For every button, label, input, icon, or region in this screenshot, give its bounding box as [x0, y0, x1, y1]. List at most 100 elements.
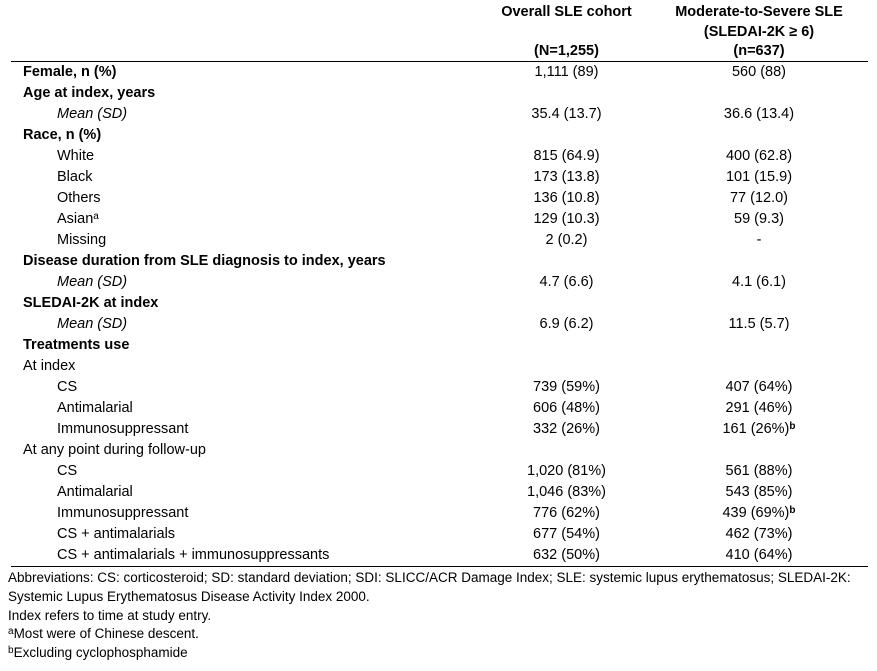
table-row: CS + antimalarials + immunosuppressants 6… — [11, 545, 868, 566]
moderate-severe-value: 462 (73%) — [725, 526, 793, 542]
superscript-footnote-marker: a — [93, 211, 99, 222]
moderate-severe-value — [664, 335, 854, 356]
moderate-severe-value — [664, 293, 854, 314]
row-label: SLEDAI-2K at index — [23, 295, 159, 311]
column-header-moderate-severe-title: Moderate-to-Severe SLE — [675, 4, 843, 20]
row-label: Immunosuppressant — [57, 505, 189, 521]
table-row: CS 1,020 (81%) 561 (88%) — [11, 461, 868, 482]
overall-cohort-value: 35.4 (13.7) — [531, 106, 602, 122]
superscript-footnote-marker: a — [8, 626, 14, 638]
table-row: Black 173 (13.8) 101 (15.9) — [11, 167, 868, 188]
row-label: Antimalarial — [57, 484, 133, 500]
moderate-severe-value: 101 (15.9) — [725, 169, 793, 185]
table-row: Asiana 129 (10.3) 59 (9.3) — [11, 209, 868, 230]
column-header-moderate-severe-n: (n=637) — [733, 43, 785, 59]
moderate-severe-value: 410 (64%) — [725, 547, 793, 563]
overall-cohort-value: 6.9 (6.2) — [539, 316, 594, 332]
table-row: Immunosuppressant 776 (62%) 439 (69%)b — [11, 503, 868, 524]
moderate-severe-value: 59 (9.3) — [734, 211, 784, 227]
overall-cohort-value — [469, 251, 664, 272]
overall-cohort-value: 606 (48%) — [533, 400, 600, 416]
table-row: CS + antimalarials 677 (54%) 462 (73%) — [11, 524, 868, 545]
row-label: Missing — [57, 232, 107, 248]
row-label: Female, n (%) — [23, 64, 117, 80]
row-label: Age at index, years — [23, 85, 156, 101]
moderate-severe-value: 77 (12.0) — [729, 190, 789, 206]
table-row: Age at index, years — [11, 83, 868, 104]
overall-cohort-value: 136 (10.8) — [533, 190, 600, 206]
footnote-line: Index refers to time at study entry. — [8, 607, 212, 623]
moderate-severe-value: 36.6 (13.4) — [723, 106, 795, 122]
moderate-severe-value: 407 (64%) — [725, 379, 793, 395]
row-label: Treatments use — [23, 337, 130, 353]
moderate-severe-value — [664, 125, 854, 146]
table-row: At any point during follow-up — [11, 440, 868, 461]
moderate-severe-value — [664, 356, 854, 377]
row-label: CS — [57, 463, 78, 479]
table-row: Immunosuppressant 332 (26%) 161 (26%)b — [11, 419, 868, 440]
row-label: Disease duration from SLE diagnosis to i… — [23, 253, 386, 269]
row-label: At index — [23, 358, 76, 374]
superscript-footnote-marker: b — [789, 505, 796, 516]
overall-cohort-value: 632 (50%) — [533, 547, 600, 563]
moderate-severe-value: 400 (62.8) — [725, 148, 793, 164]
header-label-spacer — [11, 0, 469, 61]
moderate-severe-value: - — [756, 232, 762, 248]
moderate-severe-value: 561 (88%) — [725, 463, 793, 479]
footnote-line: Systemic Lupus Erythematosus Disease Act… — [8, 588, 370, 604]
table-row: CS 739 (59%) 407 (64%) — [11, 377, 868, 398]
row-label: CS + antimalarials + immunosuppressants — [57, 547, 330, 563]
moderate-severe-value — [664, 83, 854, 104]
overall-cohort-value — [469, 335, 664, 356]
table-row: Female, n (%) 1,111 (89) 560 (88) — [11, 62, 868, 83]
row-label: White — [57, 148, 95, 164]
row-label: Asiana — [57, 211, 99, 227]
moderate-severe-value: 439 (69%)b — [722, 505, 796, 521]
row-label: CS + antimalarials — [57, 526, 176, 542]
moderate-severe-value — [664, 440, 854, 461]
table-row: Race, n (%) — [11, 125, 868, 146]
table-row: Treatments use — [11, 335, 868, 356]
overall-cohort-value: 1,111 (89) — [534, 64, 599, 80]
row-label: Others — [57, 190, 101, 206]
row-label: Mean (SD) — [57, 274, 128, 290]
table-body: Female, n (%) 1,111 (89) 560 (88) Age at in… — [11, 62, 868, 567]
overall-cohort-value: 2 (0.2) — [545, 232, 588, 248]
overall-cohort-value: 332 (26%) — [533, 421, 600, 437]
overall-cohort-value — [469, 356, 664, 377]
table-row: Missing 2 (0.2) - — [11, 230, 868, 251]
table-row: At index — [11, 356, 868, 377]
column-header-moderate-severe: Moderate-to-Severe SLE (SLEDAI-2K ≥ 6) (… — [664, 0, 854, 61]
row-label: At any point during follow-up — [23, 442, 206, 458]
overall-cohort-value — [469, 440, 664, 461]
overall-cohort-value: 173 (13.8) — [533, 169, 600, 185]
moderate-severe-value: 291 (46%) — [725, 400, 793, 416]
overall-cohort-value: 4.7 (6.6) — [539, 274, 594, 290]
table-header-row: Overall SLE cohort (N=1,255) Moderate-to… — [11, 0, 868, 62]
overall-cohort-value — [469, 125, 664, 146]
table-footnotes: Abbreviations: CS: corticosteroid; SD: s… — [8, 569, 874, 663]
table-row: Antimalarial 606 (48%) 291 (46%) — [11, 398, 868, 419]
table-row: Antimalarial 1,046 (83%) 543 (85%) — [11, 482, 868, 503]
overall-cohort-value — [469, 83, 664, 104]
moderate-severe-value: 543 (85%) — [725, 484, 793, 500]
table-row: Others 136 (10.8) 77 (12.0) — [11, 188, 868, 209]
moderate-severe-value — [664, 251, 854, 272]
table-row: Mean (SD) 35.4 (13.7) 36.6 (13.4) — [11, 104, 868, 125]
overall-cohort-value: 776 (62%) — [533, 505, 600, 521]
row-label: Mean (SD) — [57, 316, 128, 332]
footnote-line: Abbreviations: CS: corticosteroid; SD: s… — [8, 570, 851, 585]
overall-cohort-value: 815 (64.9) — [533, 148, 600, 164]
overall-cohort-value — [469, 293, 664, 314]
row-label: Antimalarial — [57, 400, 133, 416]
column-header-overall: Overall SLE cohort (N=1,255) — [469, 0, 664, 61]
footnote-line: bExcluding cyclophosphamide — [8, 645, 188, 661]
row-label: CS — [57, 379, 78, 395]
row-label: Race, n (%) — [23, 127, 102, 143]
moderate-severe-value: 560 (88) — [731, 64, 786, 80]
superscript-footnote-marker: b — [8, 645, 14, 657]
column-header-overall-n: (N=1,255) — [534, 43, 599, 59]
overall-cohort-value: 129 (10.3) — [533, 211, 600, 227]
footnote-line: aMost were of Chinese descent. — [8, 626, 199, 642]
column-header-moderate-severe-criteria: (SLEDAI-2K ≥ 6) — [703, 23, 815, 40]
